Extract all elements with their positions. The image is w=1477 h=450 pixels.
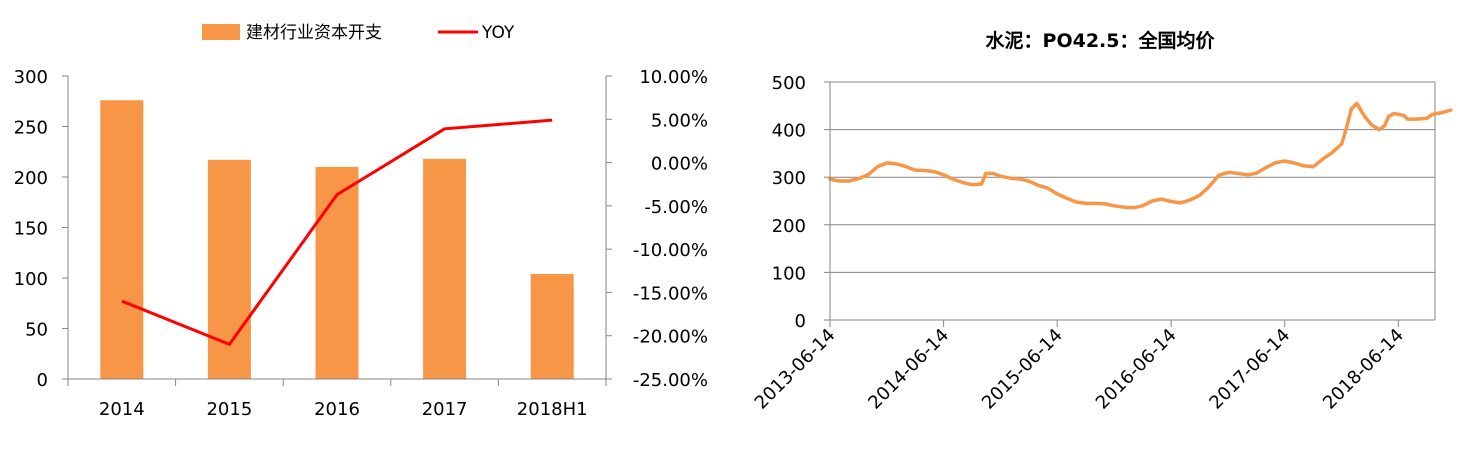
x-tick-label: 2016 bbox=[314, 399, 360, 420]
price-line-series bbox=[828, 101, 1453, 210]
y-tick-label: 100 bbox=[772, 263, 806, 284]
chart-title: 水泥：PO42.5：全国均价 bbox=[986, 29, 1216, 52]
price-line bbox=[828, 101, 1453, 210]
x-tick-label: 2016-06-14 bbox=[1092, 325, 1181, 414]
y-tick-label: 0 bbox=[795, 311, 806, 332]
bar-series bbox=[100, 100, 574, 380]
bar-2015 bbox=[207, 159, 251, 379]
cement-price-chart: 水泥：PO42.5：全国均价 0 100 200 300 400 500 2013-06-1… bbox=[751, 29, 1453, 414]
capex-yoy-chart: 建材行业资本开支 YOY 0 50 100 150 200 250 300 -25.00% -2… bbox=[14, 23, 708, 420]
y-left-tick-label: 300 bbox=[14, 67, 48, 88]
y-tick-label: 400 bbox=[772, 121, 806, 142]
bar-2017 bbox=[423, 158, 467, 379]
y-right-tick-label: -20.00% bbox=[633, 327, 708, 348]
y-left-tick-label: 150 bbox=[14, 219, 48, 240]
yoy-line-series bbox=[121, 118, 553, 346]
y-tick-label: 200 bbox=[772, 216, 806, 237]
bar-2018H1 bbox=[530, 273, 574, 379]
y-right-tick-label: -25.00% bbox=[633, 370, 708, 391]
y-right-tick-label: -15.00% bbox=[633, 283, 708, 304]
y-left-tick-label: 50 bbox=[25, 320, 48, 341]
x-tick-label: 2018-06-14 bbox=[1319, 325, 1408, 414]
y-tick-label: 500 bbox=[772, 73, 806, 94]
y-left-tick-label: 0 bbox=[37, 370, 48, 391]
y-tick-label: 300 bbox=[772, 168, 806, 189]
x-tick-label: 2013-06-14 bbox=[751, 325, 840, 414]
legend-label-bar: 建材行业资本开支 bbox=[246, 23, 382, 43]
legend-label-line: YOY bbox=[481, 23, 515, 43]
x-tick-label: 2018H1 bbox=[517, 399, 588, 420]
y-right-tick-label: 5.00% bbox=[651, 110, 708, 131]
y-right-tick-label: -10.00% bbox=[633, 240, 708, 261]
x-tick-label: 2017-06-14 bbox=[1205, 325, 1294, 414]
x-tick-label: 2015-06-14 bbox=[978, 325, 1067, 414]
x-tick-label: 2017 bbox=[422, 399, 468, 420]
x-tick-label: 2015 bbox=[206, 399, 252, 420]
bar-2016 bbox=[315, 166, 359, 379]
legend-swatch-bar bbox=[202, 24, 240, 40]
x-tick-label: 2014 bbox=[99, 399, 145, 420]
y-left-tick-label: 250 bbox=[14, 118, 48, 139]
legend: 建材行业资本开支 YOY bbox=[202, 23, 515, 43]
y-left-tick-label: 200 bbox=[14, 168, 48, 189]
x-tick-label: 2014-06-14 bbox=[864, 325, 953, 414]
y-right-tick-label: -5.00% bbox=[644, 197, 708, 218]
axes: 0 50 100 150 200 250 300 -25.00% -20.00% -15.00% -… bbox=[14, 67, 708, 420]
y-left-tick-label: 100 bbox=[14, 269, 48, 290]
gridlines bbox=[830, 81, 1436, 320]
axes: 0 100 200 300 400 500 2013-06-14 2014-06-14 2015… bbox=[751, 73, 1435, 414]
bar-2014 bbox=[100, 100, 144, 380]
y-right-tick-label: 0.00% bbox=[651, 154, 708, 175]
y-right-tick-label: 10.00% bbox=[639, 67, 708, 88]
